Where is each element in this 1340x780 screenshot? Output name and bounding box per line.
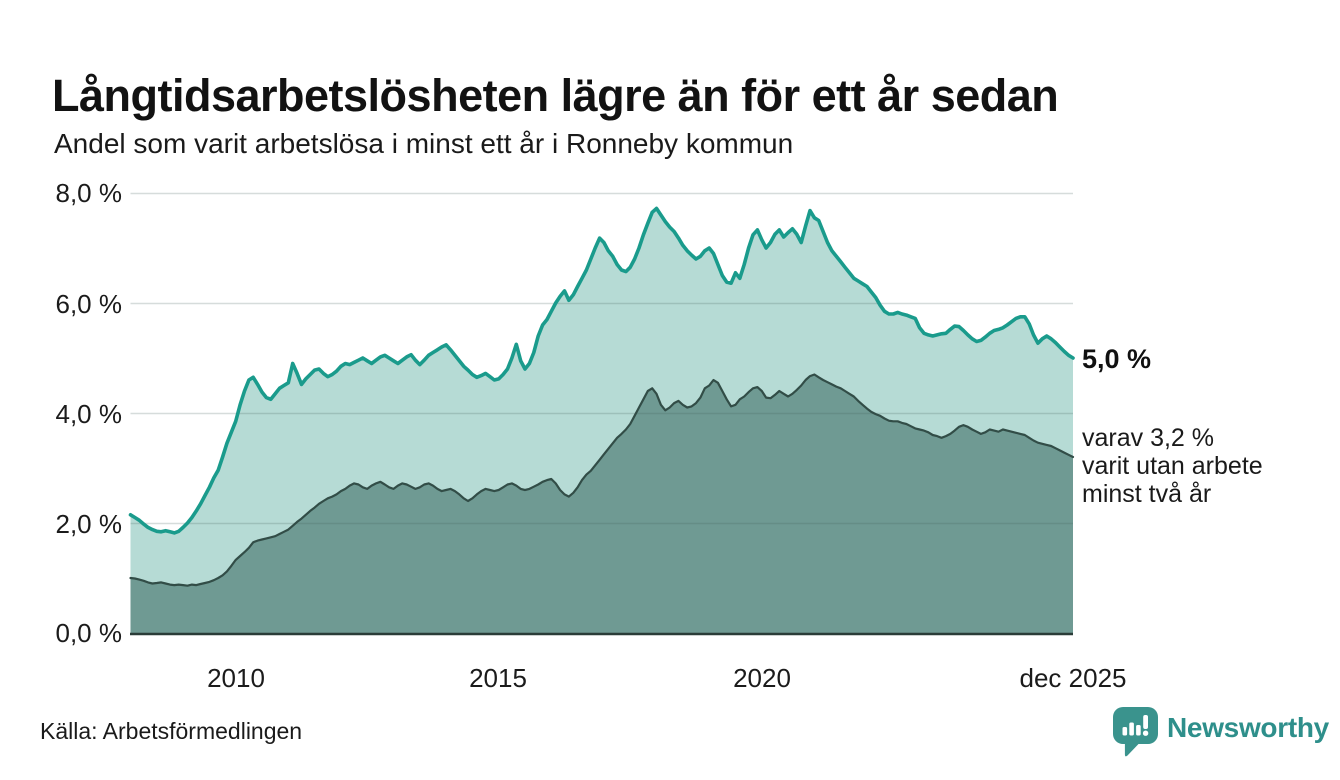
y-axis-tick-6: 6,0 % <box>55 289 123 319</box>
secondary-value-label: varav 3,2 % varit utan arbete minst två … <box>1082 424 1263 508</box>
secondary-label-line-2: varit utan arbete <box>1082 452 1263 480</box>
x-axis-tick-2010: 2010 <box>207 663 265 693</box>
x-axis-tick-2015: 2015 <box>469 663 527 693</box>
latest-value-label: 5,0 % <box>1082 344 1152 374</box>
secondary-label-line-3: minst två år <box>1082 480 1212 508</box>
newsworthy-logo-text: Newsworthy <box>1167 712 1329 743</box>
y-axis-tick-2: 2,0 % <box>55 509 123 539</box>
newsworthy-logo-icon <box>1112 706 1159 758</box>
page-title: Långtidsarbetslösheten lägre än för ett … <box>52 70 1059 122</box>
newsworthy-logo-link[interactable]: Newsworthy <box>1112 706 1329 758</box>
y-axis-tick-4: 4,0 % <box>55 399 123 429</box>
area-unemployed-2yr <box>130 374 1073 633</box>
y-axis-tick-0: 0,0 % <box>55 618 123 648</box>
y-axis-tick-8: 8,0 % <box>55 178 123 208</box>
line-unemployed-1yr <box>128 206 1075 535</box>
source-caption: Källa: Arbetsförmedlingen <box>40 718 303 744</box>
line-unemployed-2yr <box>129 373 1075 587</box>
x-axis-tick-dec-2025: dec 2025 <box>1019 663 1127 693</box>
chart-subtitle: Andel som varit arbetslösa i minst ett å… <box>54 128 794 159</box>
secondary-label-line-1: varav 3,2 % <box>1082 424 1215 452</box>
x-axis-tick-2020: 2020 <box>733 663 791 693</box>
